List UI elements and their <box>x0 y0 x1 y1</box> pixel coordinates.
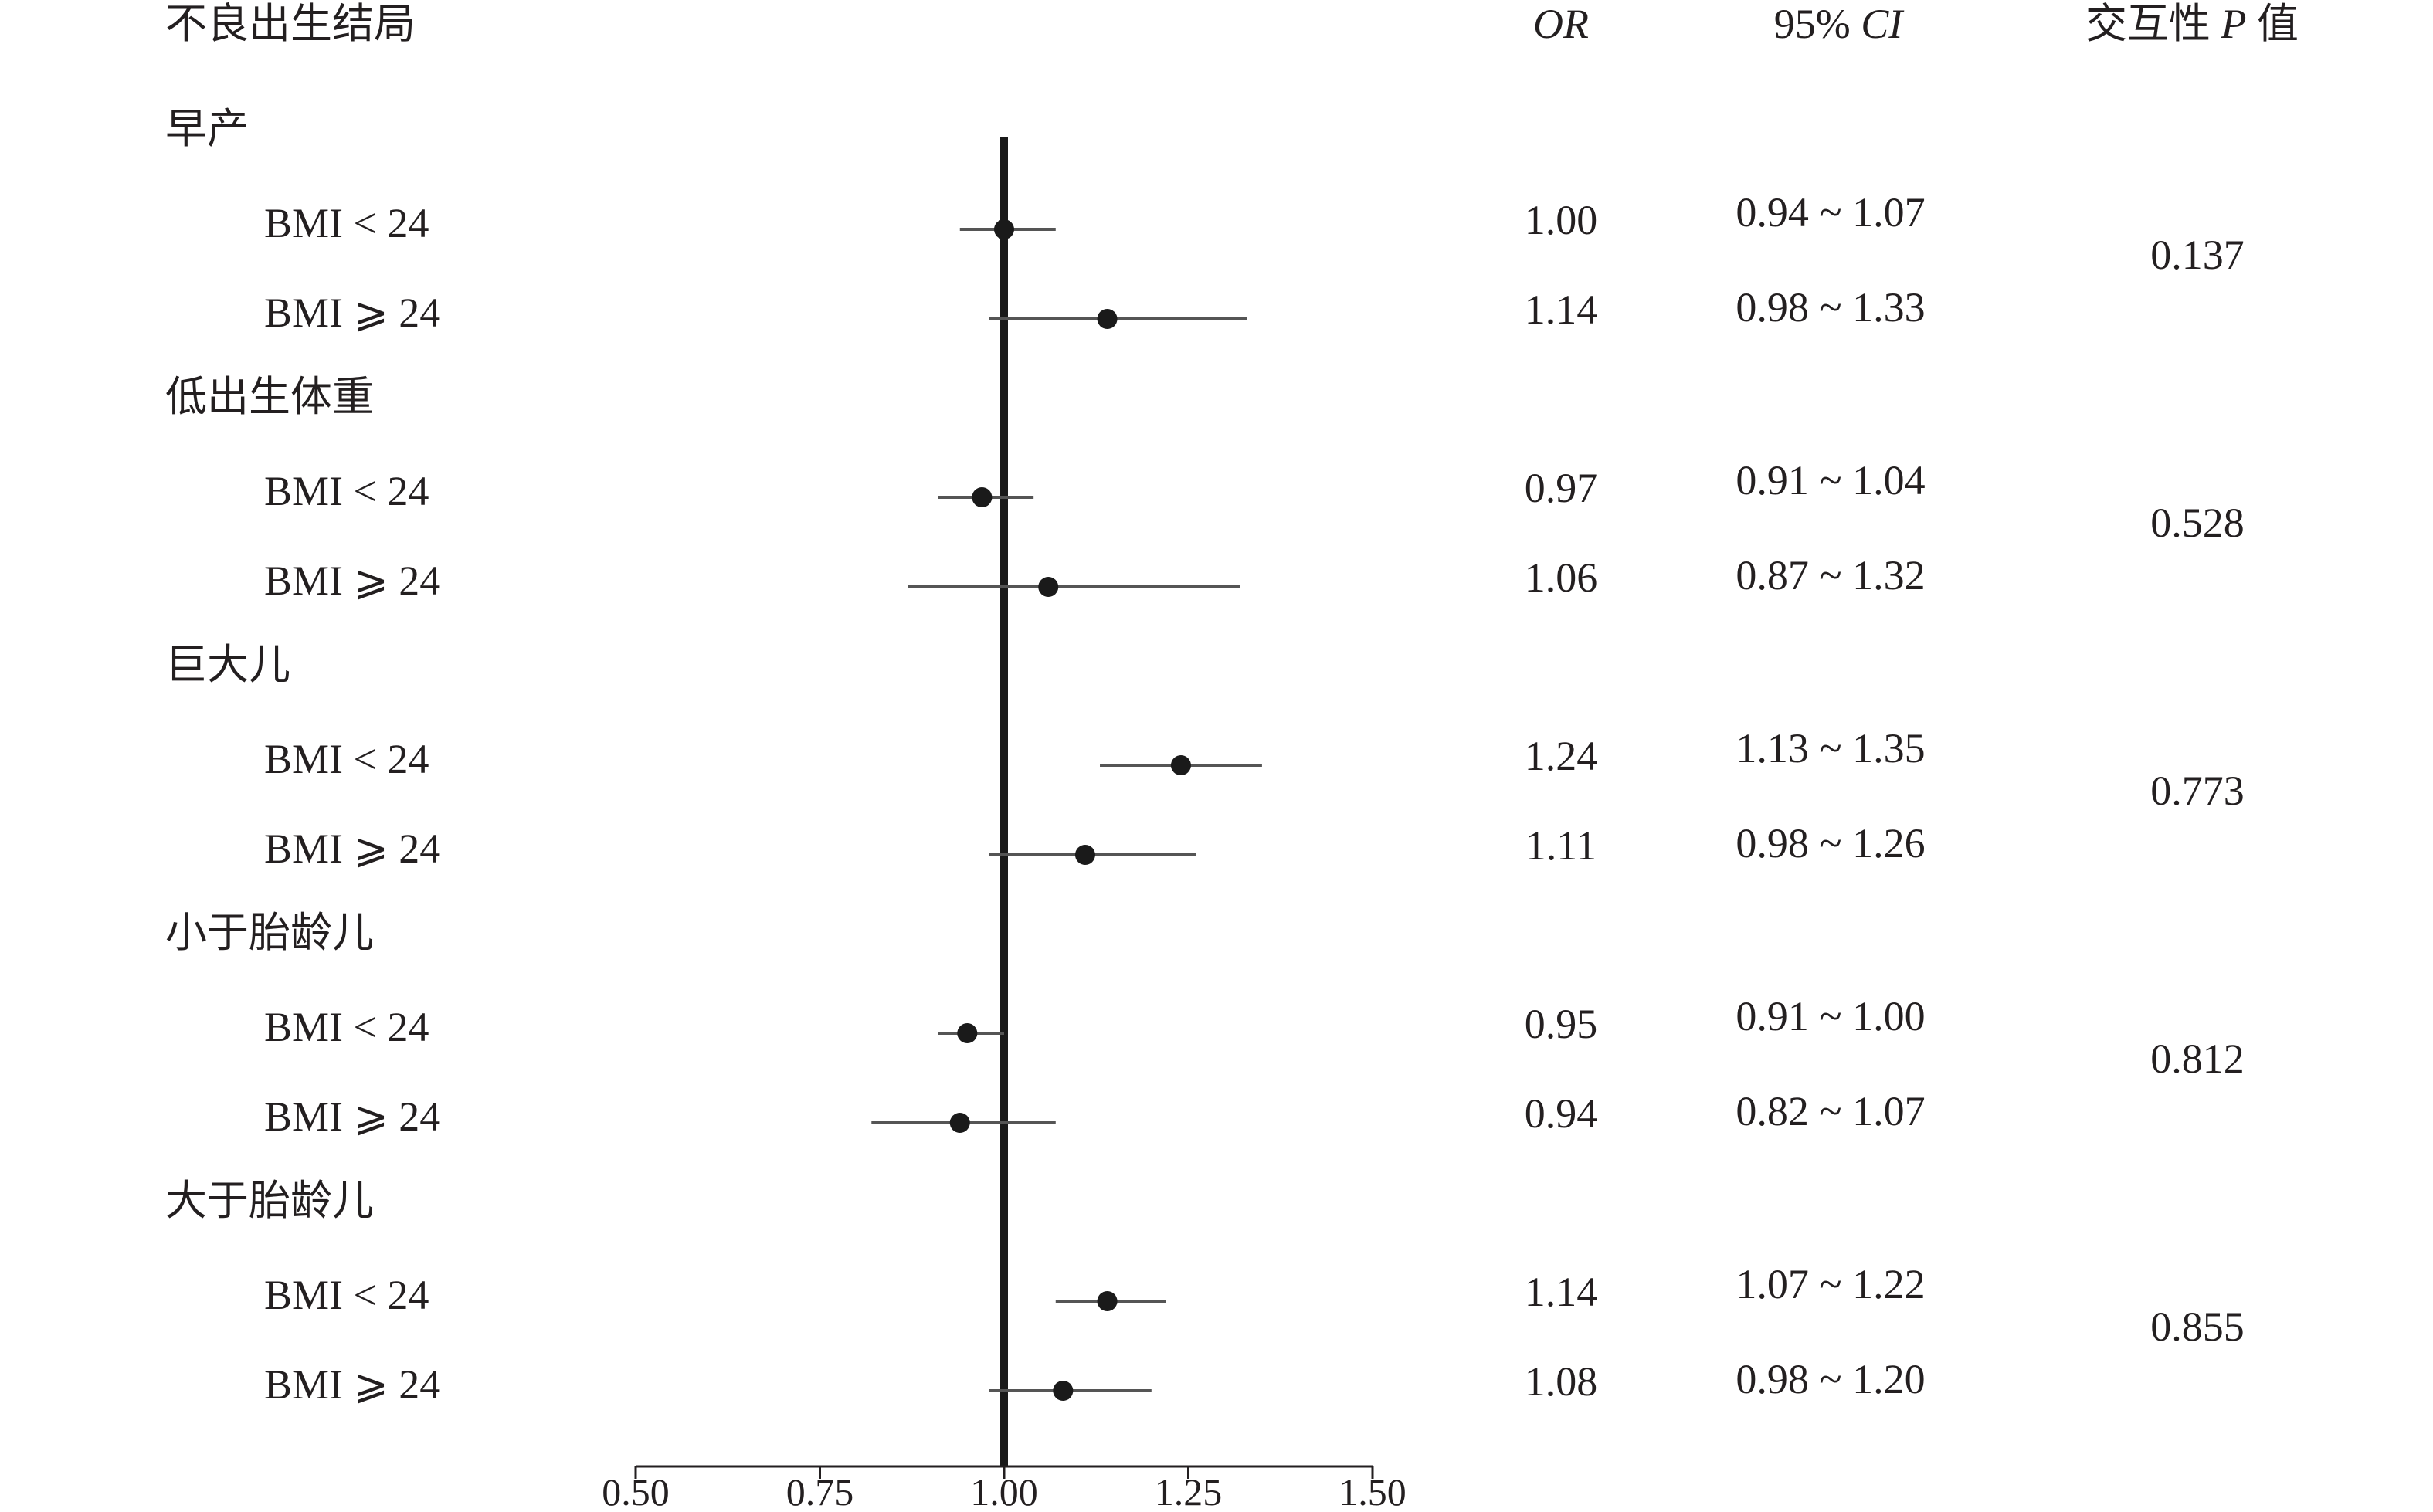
outcome-group-label: 小于胎龄儿 <box>165 910 374 956</box>
point-estimate <box>994 219 1014 239</box>
or-value: 1.24 <box>1525 733 1598 779</box>
subgroup-label: BMI < 24 <box>264 1004 429 1050</box>
x-tick-label: 1.00 <box>970 1470 1038 1512</box>
outcome-group: 低出生体重 BMI < 24 0.97 0.91 ~ 1.04 BMI ⩾ 24 1.06… <box>165 374 2245 604</box>
p-header-prefix: 交互性 <box>2085 1 2221 47</box>
x-axis: 0.50 0.75 1.00 1.25 1.50 <box>602 1465 1407 1512</box>
x-tick-label: 1.25 <box>1155 1470 1223 1512</box>
estimate-row: BMI ⩾ 24 1.08 0.98 ~ 1.20 <box>264 1356 1926 1408</box>
or-value: 0.94 <box>1525 1090 1598 1137</box>
p-interaction-column-header: 交互性 P 值 <box>2085 1 2299 47</box>
estimate-row: BMI ⩾ 24 0.94 0.82 ~ 1.07 <box>264 1088 1926 1140</box>
estimate-row: BMI < 24 1.00 0.94 ~ 1.07 <box>264 189 1926 246</box>
ci-value: 0.98 ~ 1.33 <box>1736 284 1925 331</box>
ci-value: 0.87 ~ 1.32 <box>1736 552 1925 598</box>
outcome-group-label: 早产 <box>165 106 249 152</box>
outcome-group: 小于胎龄儿 BMI < 24 0.95 0.91 ~ 1.00 BMI ⩾ 24 0.94… <box>165 910 2245 1140</box>
subgroup-label: BMI ⩾ 24 <box>264 825 440 872</box>
x-tick-label: 0.50 <box>602 1470 670 1512</box>
p-interaction-value: 0.855 <box>2150 1304 2245 1350</box>
point-estimate <box>1038 577 1059 597</box>
estimate-row: BMI < 24 0.95 0.91 ~ 1.00 <box>264 993 1926 1050</box>
subgroup-label: BMI ⩾ 24 <box>264 1361 440 1408</box>
subgroup-label: BMI < 24 <box>264 468 429 514</box>
estimate-row: BMI ⩾ 24 1.11 0.98 ~ 1.26 <box>264 820 1926 872</box>
p-interaction-value: 0.528 <box>2150 500 2245 546</box>
point-estimate <box>972 487 993 507</box>
or-value: 1.11 <box>1525 822 1597 869</box>
or-value: 1.08 <box>1525 1358 1598 1405</box>
p-interaction-value: 0.812 <box>2150 1036 2245 1082</box>
subgroup-label: BMI < 24 <box>264 736 429 782</box>
subgroup-label: BMI ⩾ 24 <box>264 558 440 604</box>
ci-header-percent: 95% <box>1774 1 1861 47</box>
outcome-group: 巨大儿 BMI < 24 1.24 1.13 ~ 1.35 BMI ⩾ 24 1.11 0.… <box>165 642 2245 872</box>
subgroup-label: BMI < 24 <box>264 200 429 246</box>
point-estimate <box>1097 1291 1118 1311</box>
or-column-header: OR <box>1533 1 1589 47</box>
subgroup-label: BMI < 24 <box>264 1272 429 1318</box>
outcome-group-label: 低出生体重 <box>165 374 374 420</box>
p-header-symbol: P <box>2221 1 2247 47</box>
or-value: 1.14 <box>1525 1269 1598 1315</box>
estimate-row: BMI < 24 1.24 1.13 ~ 1.35 <box>264 725 1926 782</box>
point-estimate <box>1053 1381 1074 1401</box>
or-value: 0.95 <box>1525 1001 1598 1047</box>
ci-value: 0.94 ~ 1.07 <box>1736 189 1925 236</box>
subgroup-label: BMI ⩾ 24 <box>264 290 440 336</box>
ci-value: 0.91 ~ 1.04 <box>1736 457 1925 503</box>
p-interaction-value: 0.137 <box>2150 232 2245 278</box>
ci-header-ci: CI <box>1861 1 1905 47</box>
outcome-group: 早产 BMI < 24 1.00 0.94 ~ 1.07 BMI ⩾ 24 1.14 0.9… <box>165 106 2245 336</box>
p-header-suffix: 值 <box>2247 1 2299 47</box>
table-header: 不良出生结局 OR 95% CI 交互性 P 值 <box>165 1 2299 47</box>
ci-value: 0.82 ~ 1.07 <box>1736 1088 1925 1134</box>
point-estimate <box>957 1023 978 1043</box>
estimate-row: BMI ⩾ 24 1.06 0.87 ~ 1.32 <box>264 552 1926 604</box>
ci-column-header: 95% CI <box>1774 1 1905 47</box>
point-estimate <box>1097 309 1118 329</box>
subgroup-label: BMI ⩾ 24 <box>264 1093 440 1140</box>
ci-value: 0.98 ~ 1.26 <box>1736 820 1925 866</box>
point-estimate <box>1074 845 1095 865</box>
ci-value: 0.91 ~ 1.00 <box>1736 993 1925 1039</box>
point-estimate <box>1170 755 1191 775</box>
or-value: 1.14 <box>1525 286 1598 333</box>
outcome-group-label: 大于胎龄儿 <box>165 1178 374 1224</box>
or-value: 1.00 <box>1525 197 1598 243</box>
point-estimate <box>949 1113 970 1133</box>
outcome-column-header: 不良出生结局 <box>165 1 416 47</box>
p-interaction-value: 0.773 <box>2150 768 2245 814</box>
x-tick-label: 0.75 <box>786 1470 854 1512</box>
outcome-group-label: 巨大儿 <box>165 642 290 688</box>
ci-value: 1.13 ~ 1.35 <box>1736 725 1925 771</box>
estimate-row: BMI < 24 0.97 0.91 ~ 1.04 <box>264 457 1926 514</box>
or-value: 0.97 <box>1525 465 1598 511</box>
x-tick-label: 1.50 <box>1339 1470 1407 1512</box>
estimate-row: BMI < 24 1.14 1.07 ~ 1.22 <box>264 1261 1926 1318</box>
or-value: 1.06 <box>1525 554 1598 601</box>
outcome-group: 大于胎龄儿 BMI < 24 1.14 1.07 ~ 1.22 BMI ⩾ 24 1.08… <box>165 1178 2245 1408</box>
ci-value: 1.07 ~ 1.22 <box>1736 1261 1925 1307</box>
estimate-row: BMI ⩾ 24 1.14 0.98 ~ 1.33 <box>264 284 1926 336</box>
ci-value: 0.98 ~ 1.20 <box>1736 1356 1925 1402</box>
